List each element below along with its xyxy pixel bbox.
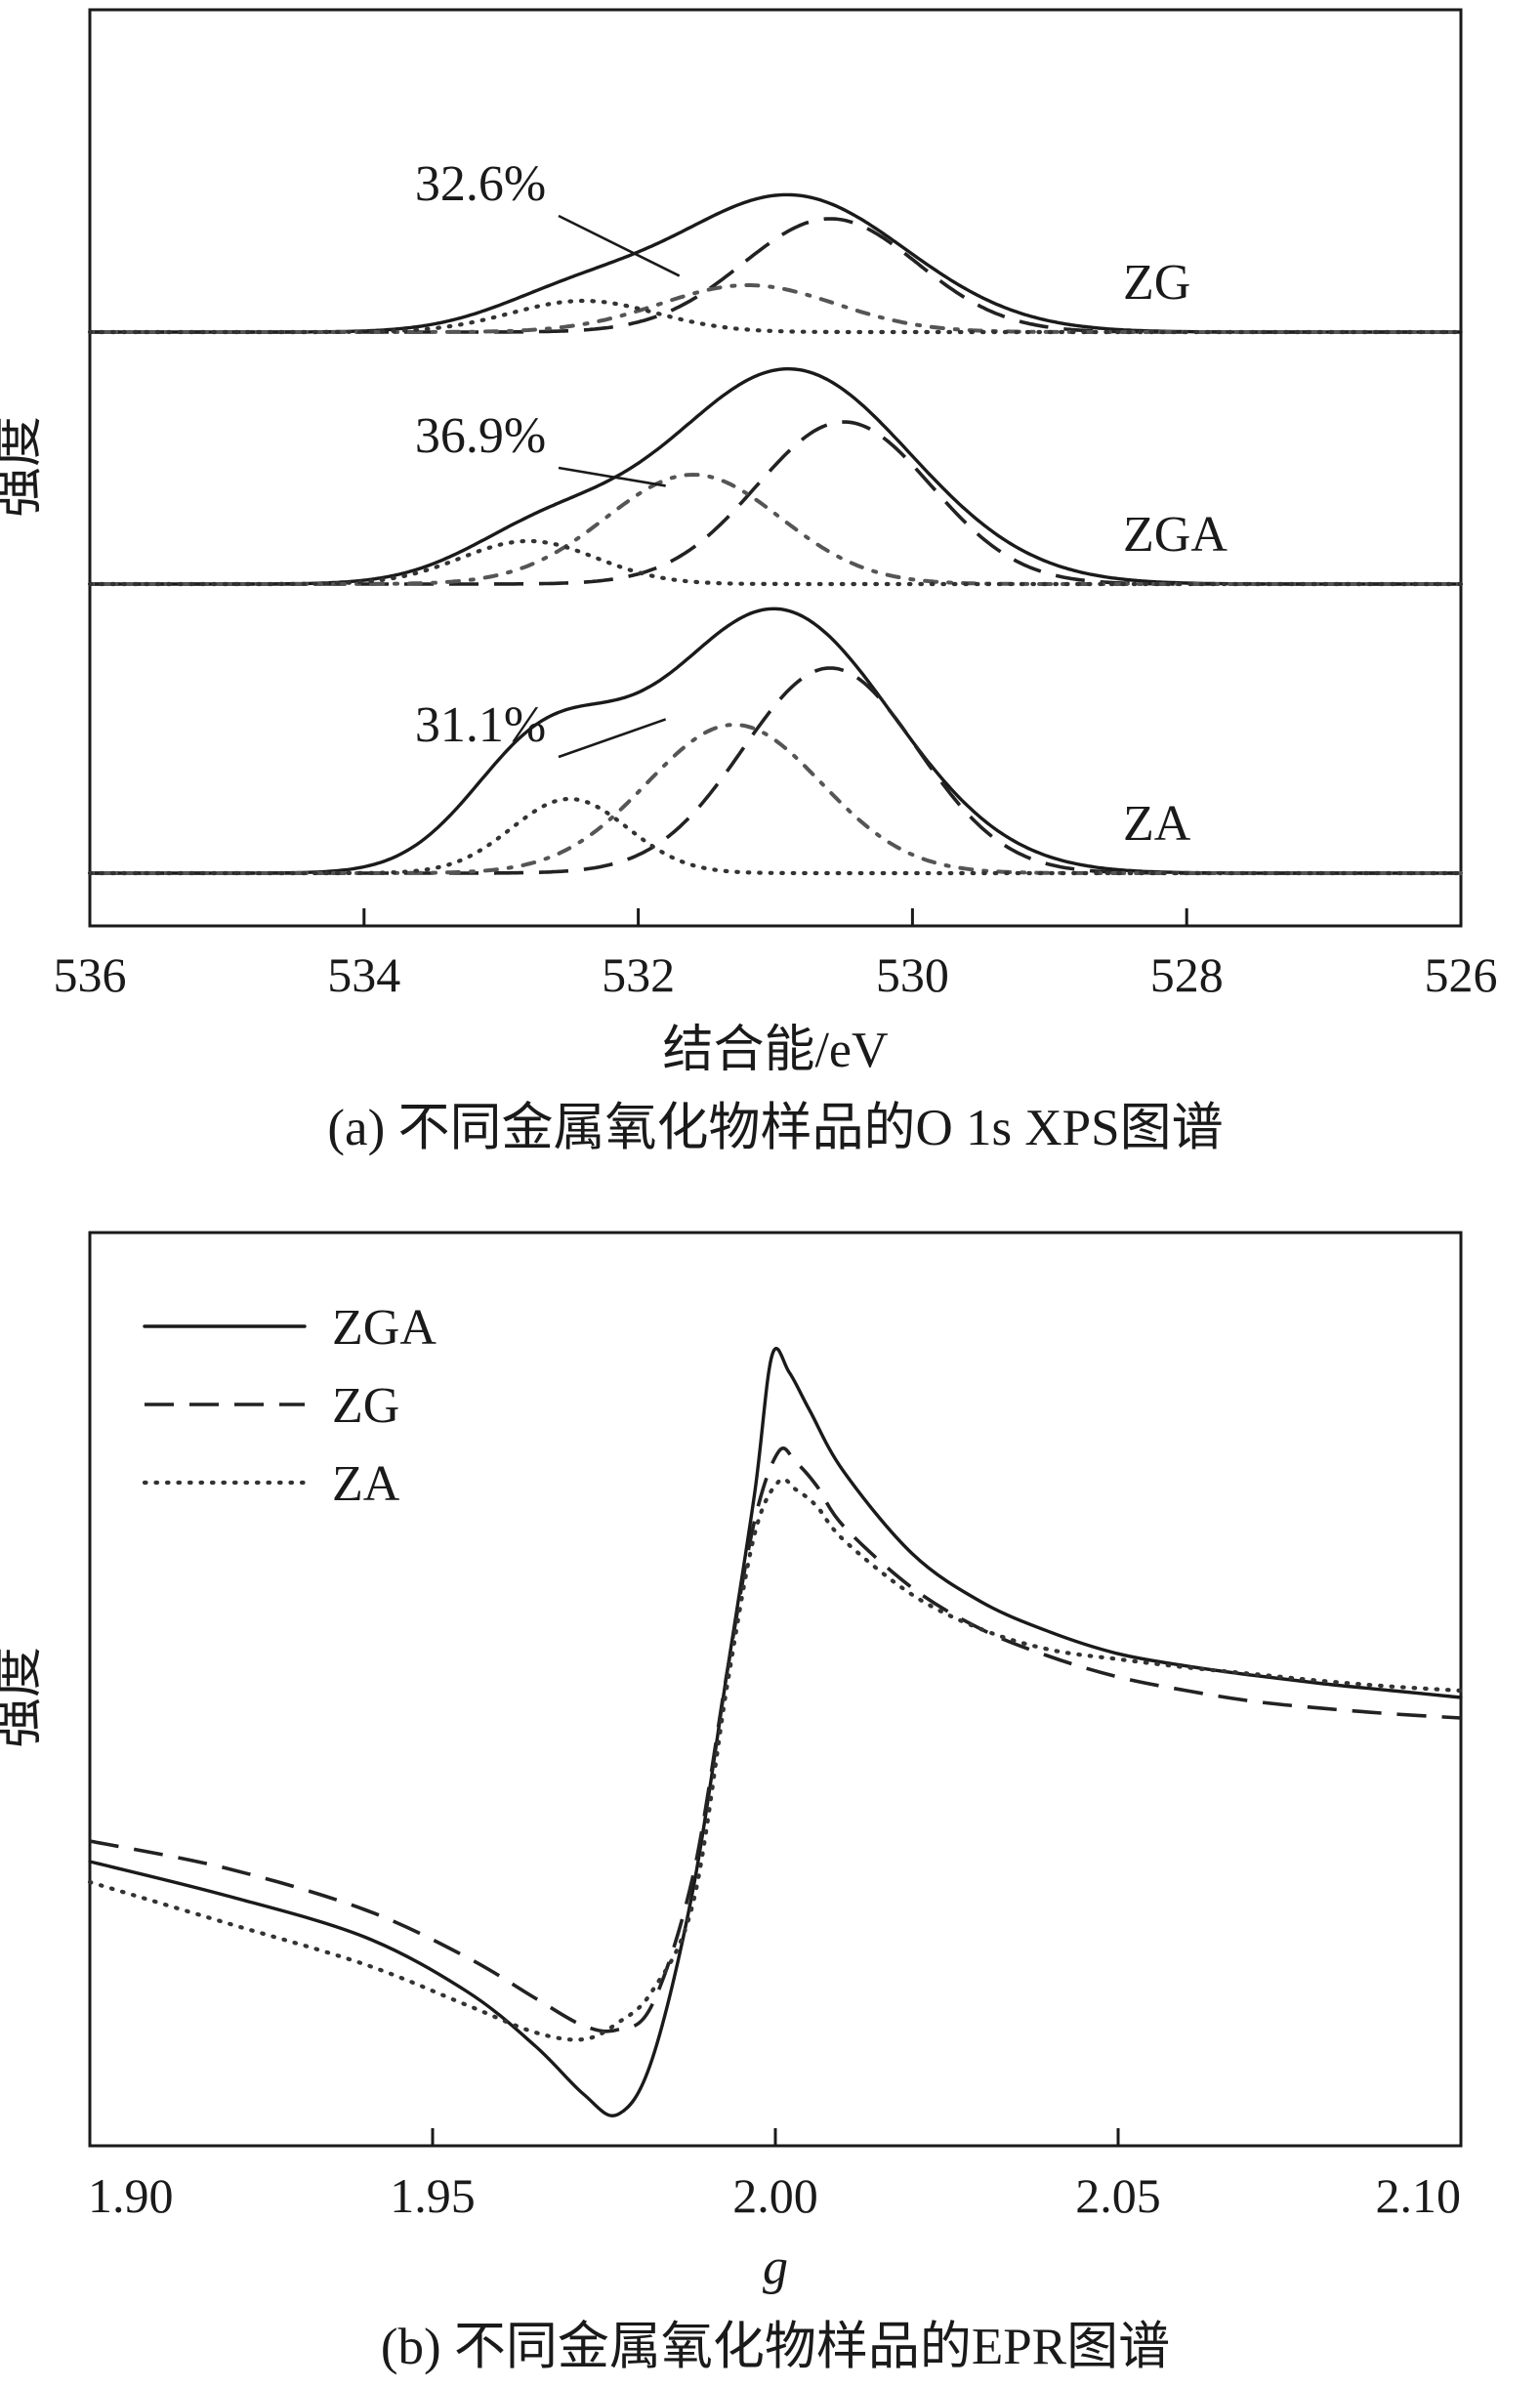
epr-x-tick-label: 1.90 bbox=[88, 2168, 174, 2223]
xps-x-tick-labels: 536 534 532 530 528 526 bbox=[54, 947, 1498, 1002]
xps-series-label: ZA bbox=[1123, 796, 1191, 852]
xps-series-za bbox=[87, 607, 1464, 876]
xps-x-label: 结合能/eV bbox=[662, 1023, 888, 1078]
epr-zga-curve bbox=[88, 1346, 1463, 2117]
epr-caption: (b) 不同金属氧化物样品的EPR图谱 bbox=[381, 2319, 1170, 2375]
xps-annotation-leader bbox=[558, 466, 666, 487]
xps-zg-envelope-curve bbox=[88, 192, 1463, 334]
xps-curves bbox=[87, 192, 1464, 876]
xps-zga-adsorbed-curve bbox=[87, 538, 1464, 587]
xps-caption: (a) 不同金属氧化物样品的O 1s XPS图谱 bbox=[327, 1100, 1223, 1156]
xps-annotations: ZG 32.6% ZGA 36.9% ZA 31.1% bbox=[415, 156, 1228, 852]
epr-legend-label: ZA bbox=[332, 1456, 400, 1512]
xps-percentage-label: 31.1% bbox=[415, 697, 546, 753]
xps-plot-frame bbox=[88, 8, 1463, 928]
epr-x-tick-label: 1.95 bbox=[390, 2168, 476, 2223]
xps-x-tick-label: 526 bbox=[1425, 947, 1498, 1002]
xps-za-adsorbed-curve bbox=[87, 796, 1464, 876]
xps-x-tick-label: 530 bbox=[876, 947, 949, 1002]
xps-x-tick-label: 528 bbox=[1150, 947, 1224, 1002]
xps-annotation-leader bbox=[558, 214, 681, 277]
xps-za-vacancy-curve bbox=[88, 722, 1463, 875]
xps-zg-vacancy-curve bbox=[88, 283, 1463, 334]
xps-zga-lattice-curve bbox=[90, 420, 1461, 586]
xps-x-ticks bbox=[88, 908, 1463, 926]
xps-series-zg bbox=[87, 192, 1464, 335]
xps-series-label: ZG bbox=[1123, 255, 1190, 311]
xps-x-tick-label: 532 bbox=[602, 947, 675, 1002]
epr-x-ticks bbox=[88, 2128, 1463, 2146]
epr-legend-label: ZGA bbox=[332, 1300, 437, 1356]
epr-x-tick-labels: 1.90 1.95 2.00 2.05 2.10 bbox=[88, 2168, 1461, 2223]
xps-y-label: 强度 bbox=[0, 416, 47, 518]
xps-panel: 536 534 532 530 528 526 ZG 32.6% ZGA 36.9% ZA 31.1… bbox=[0, 8, 1498, 1156]
epr-legend: ZGA ZG ZA bbox=[142, 1300, 437, 1512]
xps-annotation-leader bbox=[558, 718, 667, 759]
epr-x-tick-label: 2.05 bbox=[1075, 2168, 1161, 2223]
xps-za-lattice-curve bbox=[90, 666, 1461, 875]
xps-series-zga bbox=[87, 367, 1464, 587]
xps-x-tick-label: 536 bbox=[54, 947, 127, 1002]
xps-zga-vacancy-curve bbox=[88, 472, 1463, 586]
epr-za-curve bbox=[87, 1477, 1464, 2042]
xps-percentage-label: 32.6% bbox=[415, 156, 546, 212]
xps-x-tick-label: 534 bbox=[327, 947, 400, 1002]
epr-x-tick-label: 2.10 bbox=[1376, 2168, 1462, 2223]
xps-zg-adsorbed-curve bbox=[87, 298, 1464, 335]
epr-x-label: g bbox=[763, 2240, 788, 2295]
epr-x-tick-label: 2.00 bbox=[732, 2168, 818, 2223]
xps-series-label: ZGA bbox=[1123, 507, 1228, 563]
epr-zg-curve bbox=[89, 1446, 1462, 2033]
epr-plot-frame bbox=[88, 1231, 1463, 2148]
xps-percentage-label: 36.9% bbox=[415, 408, 546, 464]
epr-panel: 1.90 1.95 2.00 2.05 2.10 ZGA ZG ZA 强度 g (b) 不同… bbox=[0, 1231, 1464, 2375]
epr-legend-label: ZG bbox=[332, 1378, 399, 1434]
xps-zg-lattice-curve bbox=[90, 217, 1461, 334]
xps-zga-envelope-curve bbox=[88, 367, 1463, 586]
epr-y-label: 强度 bbox=[0, 1647, 47, 1748]
epr-curves bbox=[87, 1346, 1464, 2117]
